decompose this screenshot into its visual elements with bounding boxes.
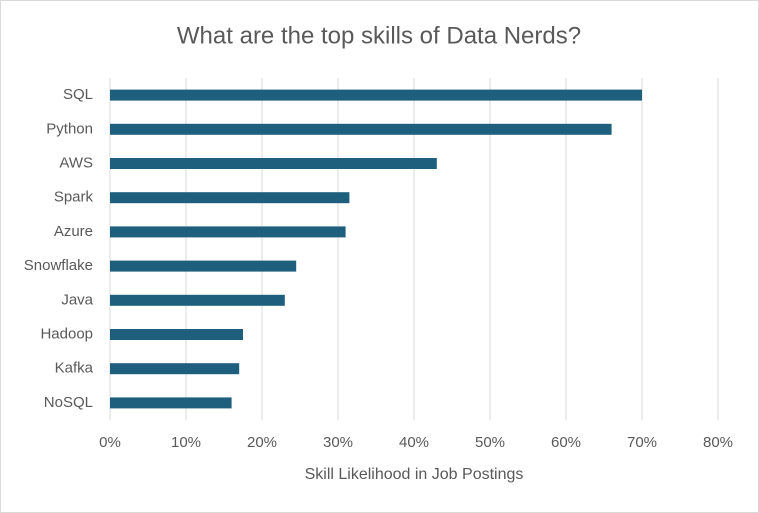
y-tick-label: Hadoop (40, 325, 93, 342)
x-tick-label: 60% (551, 434, 581, 451)
y-tick-label: Snowflake (24, 257, 93, 274)
bar (110, 294, 285, 306)
y-tick-label: Spark (54, 189, 94, 206)
y-tick-label: Java (61, 291, 93, 308)
x-tick-label: 30% (323, 434, 353, 451)
bar (110, 260, 297, 272)
x-tick-label: 80% (703, 434, 733, 451)
bar (110, 158, 437, 169)
bar (110, 89, 642, 101)
x-tick-label: 70% (627, 434, 657, 451)
x-tick-label: 40% (399, 434, 429, 451)
x-tick-label: 20% (247, 434, 277, 451)
bar (110, 192, 350, 204)
bar (110, 123, 612, 135)
x-axis-label: Skill Likelihood in Job Postings (305, 466, 524, 483)
bar (110, 363, 240, 375)
x-tick-label: 50% (475, 434, 505, 451)
y-tick-label: Azure (54, 223, 93, 240)
x-tick-label: 0% (99, 434, 121, 451)
y-tick-label: Python (46, 120, 93, 137)
bar (110, 397, 232, 409)
y-tick-label: Kafka (55, 360, 94, 377)
bar (110, 226, 346, 238)
x-tick-label: 10% (171, 434, 201, 451)
bar (110, 329, 243, 340)
y-tick-label: NoSQL (44, 394, 93, 411)
y-tick-label: AWS (59, 154, 93, 171)
y-tick-label: SQL (63, 86, 93, 103)
chart-title: What are the top skills of Data Nerds? (177, 22, 581, 49)
